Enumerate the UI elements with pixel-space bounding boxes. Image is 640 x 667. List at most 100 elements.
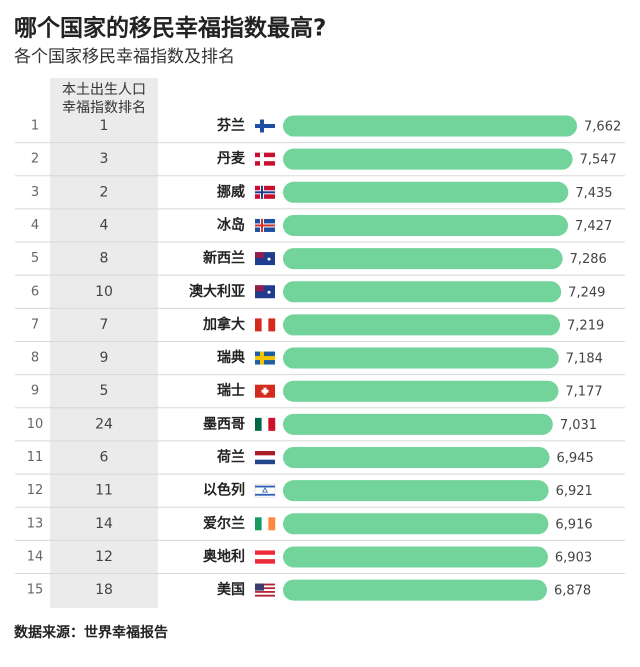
flag-part [255,585,275,588]
rank-label: 8 [31,351,39,366]
rank-label: 9 [31,384,39,399]
value-label: 7,184 [566,352,603,367]
bar [283,579,547,601]
rank-label: 10 [27,417,44,432]
flag-part [267,257,271,261]
rank-label: 15 [27,583,44,598]
category-label: 奥地利 [203,548,245,565]
flag-part [255,252,264,259]
value-label: 7,435 [575,186,612,201]
category-label: 美国 [217,581,245,598]
flag-part [255,493,275,496]
bar [283,181,569,203]
flag-part [255,583,275,586]
flag-icon [255,417,276,431]
chart-subtitle: 各个国家移民幸福指数及排名 [14,47,235,67]
flag-part [261,318,269,332]
flag-icon [255,119,275,133]
flag-part [255,587,275,590]
bar [283,214,569,236]
value-label: 7,547 [580,153,617,168]
column-header: 幸福指数排名 [62,100,146,116]
value-label: 7,249 [568,285,605,300]
flag-part [255,124,275,128]
rank-label: 5 [31,251,39,266]
category-label: 以色列 [203,482,245,499]
value-label: 6,921 [556,484,593,499]
native-rank-column [50,78,158,608]
flag-part [255,594,275,597]
flag-icon [255,185,275,199]
bar [283,480,549,502]
flag-part [255,356,275,361]
rank-label: 13 [27,516,44,531]
category-label: 冰岛 [217,216,245,233]
category-label: 挪威 [217,183,245,200]
flag-part [255,224,275,227]
bar [283,447,550,468]
flag-icon [255,451,275,465]
flag-part [255,459,275,465]
value-label: 6,878 [554,584,591,599]
category-label: 新西兰 [203,250,245,267]
value-label: 6,945 [557,451,594,466]
category-label: 瑞士 [217,382,245,399]
native-rank-label: 4 [100,217,109,233]
rank-label: 1 [31,119,39,134]
native-rank-label: 11 [95,483,113,499]
value-label: 7,662 [584,120,621,135]
column-header: 本土出生人口 [62,82,146,98]
native-rank-label: 14 [95,516,113,532]
value-label: 7,286 [570,252,607,267]
flag-part [255,417,262,431]
flag-icon [255,384,275,398]
category-label: 爱尔兰 [203,515,245,532]
native-rank-label: 18 [95,582,113,598]
category-label: 瑞典 [217,349,245,366]
flag-part [255,589,275,592]
flag-part [261,417,269,431]
rank-label: 3 [31,185,39,200]
flag-part [268,318,276,332]
rank-label: 12 [27,483,44,498]
source-note: 数据来源：世界幸福报告 [14,624,168,641]
flag-part [255,191,275,194]
value-label: 7,031 [560,418,597,433]
chart-title: 哪个国家的移民幸福指数最高? [14,15,326,42]
bar [283,248,563,270]
flag-icon [255,318,276,332]
value-label: 6,903 [555,550,592,565]
flag-part [255,583,264,591]
flag-part [255,554,275,560]
bar [283,347,559,369]
rank-label: 4 [31,218,39,233]
native-rank-label: 10 [95,284,113,300]
bar [283,148,573,170]
bar [283,380,559,402]
native-rank-label: 9 [100,350,109,366]
rank-label: 2 [31,152,39,167]
flag-icon [255,583,275,597]
native-rank-label: 5 [100,383,109,399]
native-rank-label: 3 [100,151,109,167]
value-label: 7,177 [565,385,602,400]
bar [283,281,562,303]
flag-icon [255,517,276,531]
flag-part [262,487,268,493]
flag-part [255,157,275,162]
flag-part [255,318,262,332]
value-label: 7,427 [575,219,612,234]
native-rank-label: 1 [100,118,109,134]
rank-label: 11 [27,450,44,465]
rank-label: 6 [31,284,39,299]
value-label: 6,916 [555,517,592,532]
rank-label: 7 [31,317,39,332]
flag-part [255,592,275,595]
category-label: 加拿大 [202,316,245,333]
flag-part [255,559,275,564]
bar [283,115,578,137]
flag-part [268,517,276,531]
flag-part [255,451,275,456]
flag-part [255,550,275,555]
